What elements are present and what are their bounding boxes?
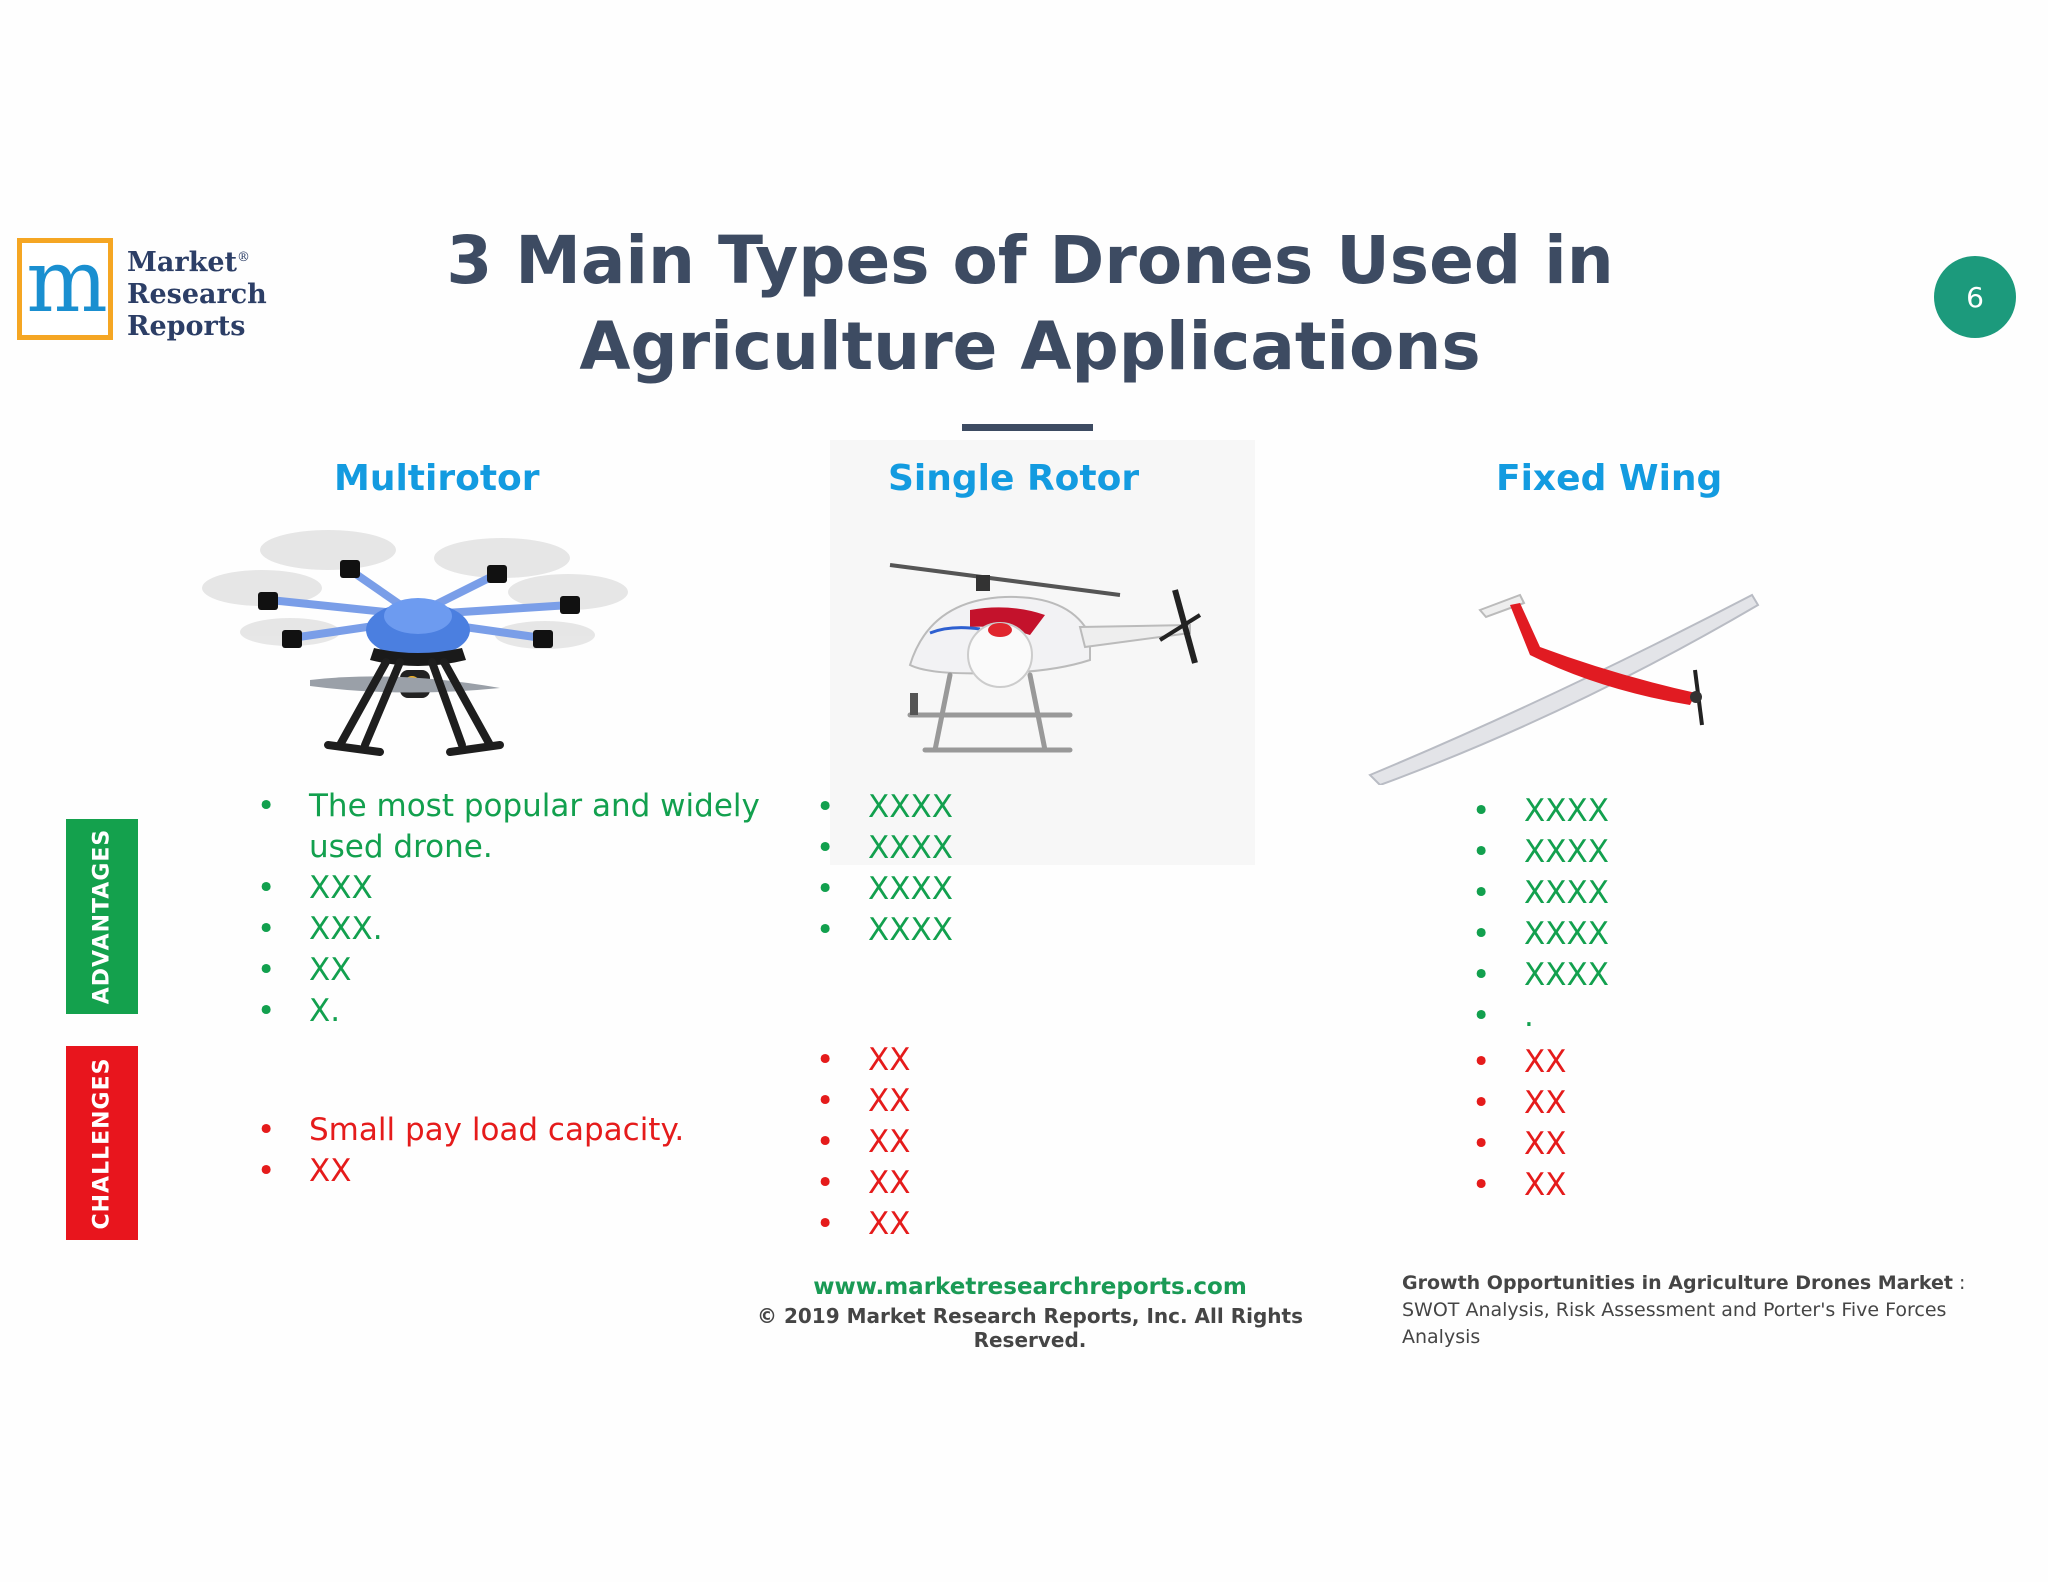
list-item: XX [1472,1165,1772,1206]
footer-report-title: Growth Opportunities in Agriculture Dron… [1402,1270,2022,1351]
heading-fixed-wing: Fixed Wing [1496,458,1723,499]
list-item: XXXX [816,787,1116,828]
tab-challenges-label: CHALLENGES [89,1057,115,1229]
fixed-wing-advantages: XXXX XXXX XXXX XXXX XXXX . [1472,791,1772,1037]
hexacopter-drone-icon [202,530,628,756]
list-item: . [1472,996,1772,1037]
list-item: XXXX [816,828,1116,869]
list-item: XX [816,1040,1116,1081]
list-item: XXXX [816,910,1116,951]
fixed-wing-challenges: XX XX XX XX [1472,1042,1772,1206]
list-item: The most popular and widely used drone. [257,786,777,868]
company-logo: m Market® Research Reports [17,238,267,348]
footer-copyright: © 2019 Market Research Reports, Inc. All… [757,1304,1303,1352]
list-item: XX [816,1122,1116,1163]
logo-wordmark: Market® Research Reports [127,242,267,343]
multirotor-advantages: The most popular and widely used drone. … [257,786,777,1032]
logo-word-research: Research [127,279,267,310]
list-item: XX [1472,1083,1772,1124]
logo-letter: m [26,232,108,332]
list-item: XXXX [1472,791,1772,832]
list-item: XXXX [1472,914,1772,955]
list-item: XXX [257,868,777,909]
list-item: XXXX [1472,955,1772,996]
single-rotor-challenges: XX XX XX XX XX [816,1040,1116,1245]
footer-report-title-bold: Growth Opportunities in Agriculture Dron… [1402,1272,1953,1294]
multirotor-challenges: Small pay load capacity. XX [257,1110,777,1192]
logo-word-market: Market [127,247,237,278]
helicopter-drone-icon [889,563,1202,753]
list-item: XX [816,1081,1116,1122]
page-number-badge: 6 [1934,256,2016,338]
logo-word-reports: Reports [127,311,246,342]
glider-drone-icon [1368,593,1760,785]
logo-mark: m [17,238,113,340]
page-title: 3 Main Types of Drones Used in Agricultu… [300,218,1760,390]
footer-website-link[interactable]: www.marketresearchreports.com [813,1274,1247,1300]
single-rotor-advantages: XXXX XXXX XXXX XXXX [816,787,1116,951]
heading-multirotor: Multirotor [334,458,540,499]
tab-advantages-label: ADVANTAGES [89,828,115,1005]
list-item: XXXX [1472,873,1772,914]
list-item: XXXX [1472,832,1772,873]
list-item: XX [257,1151,777,1192]
list-item: XX [257,950,777,991]
list-item: XX [1472,1124,1772,1165]
footer-report-title-rest: : SWOT Analysis, Risk Assessment and Por… [1402,1272,1966,1348]
list-item: XXXX [816,869,1116,910]
list-item: XX [816,1163,1116,1204]
title-underline [962,424,1093,431]
list-item: X. [257,991,777,1032]
tab-challenges: CHALLENGES [66,1046,138,1240]
list-item: XX [816,1204,1116,1245]
list-item: Small pay load capacity. [257,1110,777,1151]
heading-single-rotor: Single Rotor [888,458,1140,499]
title-line-1: 3 Main Types of Drones Used in [446,222,1614,299]
tab-advantages: ADVANTAGES [66,819,138,1014]
logo-registered-mark: ® [236,250,250,265]
title-line-2: Agriculture Applications [579,308,1481,385]
list-item: XXX. [257,909,777,950]
list-item: XX [1472,1042,1772,1083]
